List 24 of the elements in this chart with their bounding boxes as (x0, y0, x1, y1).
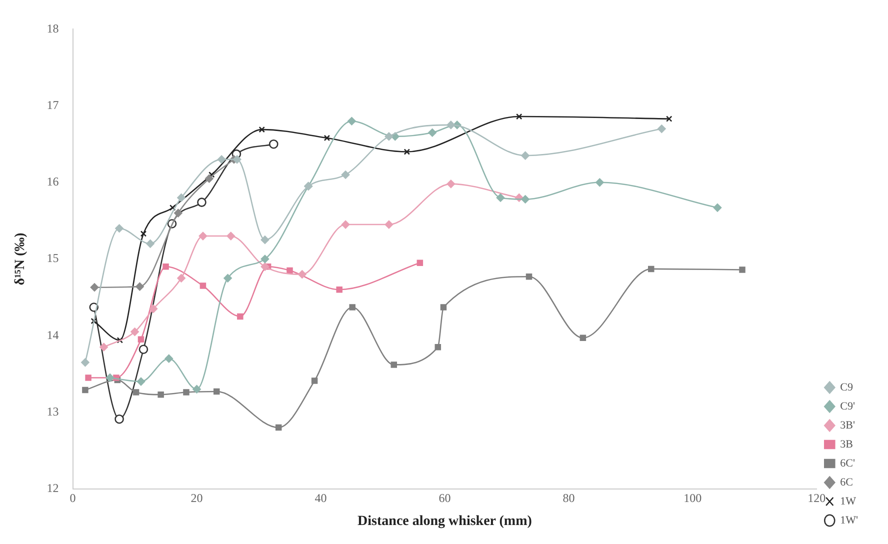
legend-label: 3B' (840, 419, 855, 432)
x-tick-label: 120 (808, 491, 826, 506)
y-tick-label: 16 (46, 174, 59, 189)
y-tick-label: 18 (46, 21, 59, 36)
y-tick-label: 14 (46, 328, 59, 342)
legend-label: 6C' (840, 457, 855, 470)
y-tick-label: 17 (46, 98, 59, 112)
x-tick-label: 20 (190, 491, 203, 506)
legend-label: 1W' (840, 514, 858, 526)
x-tick-label: 40 (314, 491, 327, 506)
y-tick-label: 13 (46, 404, 59, 418)
legend-label: 1W (840, 495, 857, 508)
legend-label: C9' (840, 400, 855, 412)
x-tick-label: 60 (438, 491, 451, 506)
legend-label: 3B (840, 438, 853, 450)
y-axis-title: δ¹⁵N (‰) (13, 232, 28, 286)
legend-label: 6C (840, 476, 853, 488)
y-tick-label: 15 (46, 251, 59, 266)
legend-label: C9 (840, 381, 854, 394)
x-tick-label: 0 (70, 491, 76, 506)
x-tick-label: 100 (684, 491, 702, 506)
x-tick-label: 80 (562, 491, 575, 506)
y-tick-label: 12 (46, 480, 59, 495)
x-axis-title: Distance along whisker (mm) (358, 514, 532, 530)
